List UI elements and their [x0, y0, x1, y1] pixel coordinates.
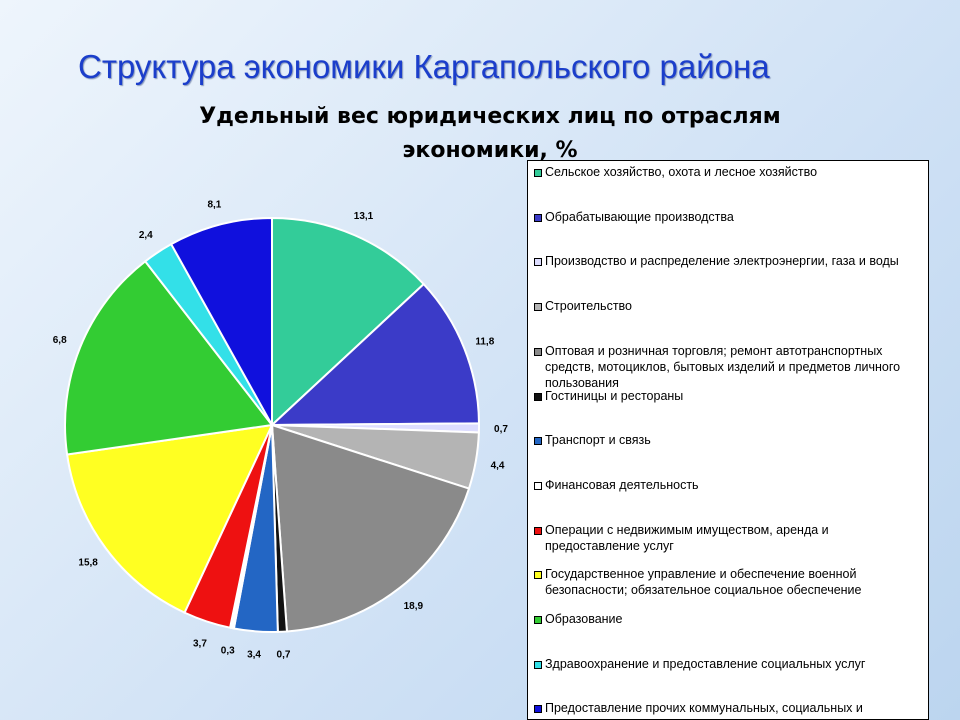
data-label: 0,7 — [494, 424, 508, 435]
pie-chart: 13,1 11,8 0,7 4,4 18,9 0,7 3,4 0,3 3,7 15,8 6,8 2,4… — [53, 199, 509, 661]
legend-swatch — [534, 437, 542, 446]
legend-swatch — [534, 303, 542, 312]
legend-swatch — [534, 347, 542, 356]
legend-label: Оптовая и розничная торговля; ремонт авт… — [545, 343, 901, 390]
legend-label: Строительство — [545, 299, 632, 314]
pie-slice — [64, 259, 274, 456]
legend-label: Здравоохранение и предоставление социаль… — [545, 656, 866, 671]
data-label: 18,9 — [404, 601, 424, 612]
legend-swatch — [534, 616, 542, 624]
legend-label: Гостиницы и рестораны — [545, 388, 684, 403]
data-label: 6,8 — [53, 335, 67, 346]
data-label: 3,7 — [193, 638, 207, 649]
data-label: 3,4 — [247, 649, 261, 660]
pie-slice — [269, 282, 481, 427]
legend-swatch — [534, 392, 542, 401]
pie-slice — [271, 216, 426, 428]
legend-label: Производство и распределение электроэнер… — [545, 254, 899, 269]
legend-swatch — [534, 481, 542, 490]
legend-label: Предоставление прочих коммунальных, соци… — [545, 701, 863, 716]
data-label: 0,7 — [277, 650, 291, 661]
legend-label: Сельское хозяйство, охота и лесное хозяй… — [545, 165, 818, 179]
legend-label: Финансовая деятельность — [545, 477, 699, 492]
legend-label: Государственное управление и обеспечение… — [545, 567, 862, 598]
legend-swatch — [534, 526, 542, 535]
data-label: 15,8 — [78, 558, 98, 569]
legend-label: Образование — [545, 612, 623, 626]
data-label: 8,1 — [207, 199, 221, 210]
legend-swatch — [534, 169, 542, 177]
data-label: 0,3 — [221, 646, 235, 657]
chart-title: Удельный вес юридических лиц по отраслям… — [199, 104, 781, 163]
data-label: 4,4 — [491, 461, 505, 472]
pie-slice — [270, 423, 471, 633]
legend-swatch — [534, 705, 542, 714]
legend-swatch — [534, 258, 542, 267]
data-label: 11,8 — [475, 336, 494, 347]
legend: Сельское хозяйство, охота и лесное хозяй… — [527, 160, 929, 720]
data-label: 2,4 — [139, 230, 153, 241]
pie-slice — [65, 423, 274, 614]
legend-label: Операции с недвижимым имуществом, аренда… — [545, 522, 829, 553]
legend-swatch — [534, 660, 542, 669]
slide-title: Структура экономики Каргапольского район… — [78, 48, 770, 85]
legend-label: Транспорт и связь — [545, 433, 651, 448]
legend-label: Обрабатывающие производства — [545, 209, 734, 224]
legend-swatch — [534, 571, 542, 580]
legend-swatch — [534, 213, 542, 222]
data-label: 13,1 — [354, 211, 374, 222]
pie-slice — [169, 216, 273, 429]
